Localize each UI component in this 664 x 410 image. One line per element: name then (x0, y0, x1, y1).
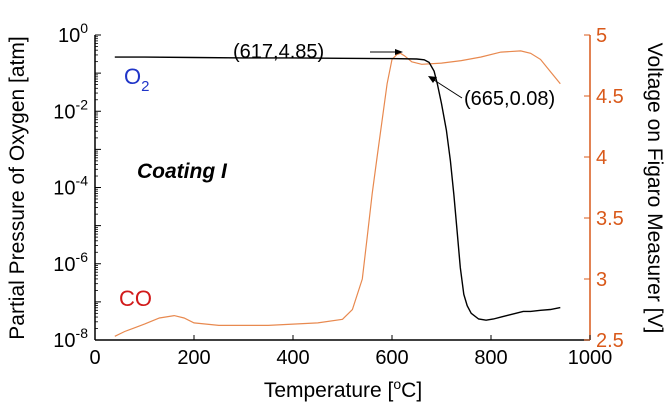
coating-label: Coating I (137, 160, 228, 183)
y-right-tick-label: 2.5 (596, 330, 624, 352)
annotation-peak-arrowhead (395, 49, 403, 55)
co-series-line (114, 50, 561, 337)
x-tick-label: 200 (177, 347, 210, 369)
y-right-tick-label: 3.5 (596, 208, 624, 230)
annotation-peak-label: (617,4.85) (233, 41, 324, 63)
y-left-tick-label: 100 (58, 20, 88, 47)
y-left-tick-label: 10-2 (53, 96, 88, 123)
x-tick-label: 1000 (568, 347, 613, 369)
x-ticks: 0 200 400 600 800 1000 (89, 335, 612, 369)
annotation-drop-label: (665,0.08) (464, 88, 555, 110)
x-axis-label: Temperature [oC] (264, 376, 422, 402)
y-left-tick-label: 10-6 (53, 249, 88, 276)
y-axis-left-label: Partial Pressure of Oxygen [atm] (6, 36, 29, 339)
y-right-tick-label: 3 (596, 269, 607, 291)
x-tick-label: 800 (474, 347, 507, 369)
annotation-drop-arrow (433, 79, 463, 99)
x-tick-label: 400 (276, 347, 309, 369)
y-right-tick-label: 4 (596, 147, 607, 169)
y-axis-right-label: Voltage on Figaro Measurer [V] (643, 43, 664, 334)
x-tick-label: 600 (375, 347, 408, 369)
x-tick-label: 0 (89, 347, 100, 369)
oxygen-series-line (114, 56, 561, 321)
oxygen-series-label: O2 (124, 64, 149, 95)
annotation-drop-arrowhead (428, 76, 437, 83)
y-right-tick-label: 4.5 (596, 86, 624, 108)
y-left-ticks: 100 10-2 10-4 10-6 10-8 (53, 20, 101, 352)
y-left-tick-label: 10-4 (53, 173, 88, 200)
y-left-tick-label: 10-8 (53, 325, 88, 352)
y-right-ticks: 2.5 3 3.5 4 4.5 5 (584, 25, 624, 352)
y-right-tick-label: 5 (596, 25, 607, 47)
co-series-label: CO (119, 286, 152, 311)
